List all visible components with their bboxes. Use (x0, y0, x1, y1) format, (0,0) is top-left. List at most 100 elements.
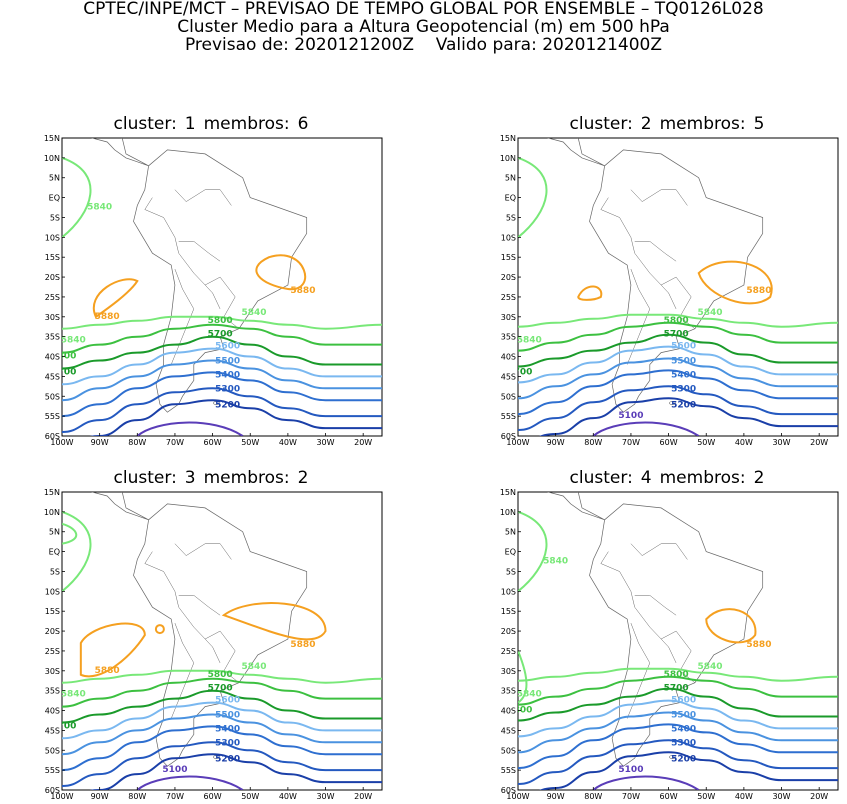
contour-5880-west (92, 278, 139, 319)
lat-tick-label: 5S (506, 213, 516, 222)
contour-label: 5840 (241, 662, 266, 672)
country-border (204, 638, 221, 664)
lat-tick-label: EQ (505, 548, 516, 557)
contour-5100 (592, 421, 700, 436)
lat-tick-label: 50S (45, 746, 60, 755)
contour-label: 5800 (51, 352, 76, 362)
lat-tick-label: 25S (45, 647, 60, 656)
lat-tick-label: 30S (501, 313, 516, 322)
lat-tick-label: 15N (500, 488, 516, 497)
country-border (170, 623, 195, 719)
contour-5700 (62, 689, 382, 724)
contour-5600 (518, 345, 838, 384)
contour-5300 (518, 385, 838, 431)
contour-label: 5300 (671, 384, 696, 394)
lat-tick-label: 5N (49, 528, 60, 537)
contour-label: 5400 (671, 725, 696, 735)
lon-tick-label: 80W (584, 792, 602, 801)
lat-tick-label: 60S (501, 786, 516, 795)
contour-label: 5700 (664, 684, 689, 694)
lat-tick-label: 45S (501, 726, 516, 735)
contour-label: 5200 (671, 754, 696, 764)
lat-tick-label: 40S (501, 353, 516, 362)
contour-label: 5300 (215, 384, 240, 394)
lon-tick-label: 50W (241, 792, 259, 801)
lon-tick-label: 30W (772, 792, 790, 801)
contour-label: 5840 (61, 690, 86, 700)
map-frame (61, 137, 383, 437)
lat-tick-label: 5S (506, 567, 516, 576)
contour-label: 5800 (208, 670, 233, 680)
membros-count: 6 (297, 114, 309, 134)
lon-tick-label: 60W (204, 438, 222, 447)
header-title: CPTEC/INPE/MCT – PREVISAO DE TEMPO GLOBA… (83, 0, 764, 19)
contour-5840 (62, 669, 382, 684)
contour-5500 (62, 359, 382, 402)
lon-tick-label: 40W (279, 438, 297, 447)
central-america-coastline (547, 138, 605, 167)
valid-label: Valido para: (435, 35, 537, 55)
forecast-label: Previsao de: (184, 35, 289, 55)
country-border (144, 551, 164, 572)
panel-title: cluster: 1 membros: 6 (46, 114, 376, 134)
lat-tick-label: 5S (50, 567, 60, 576)
lat-tick-label: 55S (45, 766, 60, 775)
contour-label: 5600 (215, 696, 240, 706)
lat-tick-label: EQ (49, 548, 60, 557)
valid-date: 2020121400Z (542, 35, 663, 55)
contour-5880-east (255, 254, 307, 290)
contour-label: 5840 (543, 557, 568, 567)
lat-tick-label: 30S (45, 667, 60, 676)
lat-tick-label: 10S (45, 587, 60, 596)
country-border (170, 269, 195, 365)
lon-tick-label: 40W (279, 792, 297, 801)
lon-tick-label: 90W (91, 792, 109, 801)
header-subtitle: Cluster Medio para a Altura Geopotencial… (177, 17, 670, 37)
lon-tick-label: 70W (622, 792, 640, 801)
contour-5800 (518, 321, 838, 352)
country-border (634, 595, 677, 616)
contour-label: 5600 (671, 696, 696, 706)
country-border (600, 551, 620, 572)
map-plot: 5840 5840 5840 5880 5800 5800 5700 5600 5500 5400… (500, 488, 839, 801)
lat-tick-label: 5S (50, 213, 60, 222)
contour-5100 (136, 775, 244, 790)
lon-tick-label: 30W (772, 438, 790, 447)
lat-tick-label: 10S (45, 233, 60, 242)
contour-5840-northwest (518, 510, 548, 593)
lon-tick-label: 30W (316, 792, 334, 801)
lon-tick-label: 20W (354, 792, 372, 801)
lat-tick-label: 50S (501, 392, 516, 401)
lat-tick-label: 25S (501, 293, 516, 302)
contour-5840-west (518, 650, 528, 704)
country-border (178, 241, 221, 262)
country-border (600, 197, 620, 218)
lat-tick-label: 25S (501, 647, 516, 656)
country-border (619, 571, 696, 683)
contour-5100 (592, 775, 700, 790)
country-border (178, 595, 221, 616)
country-border (174, 543, 232, 560)
central-america-coastline (91, 138, 149, 167)
country-border (660, 638, 677, 664)
lon-tick-label: 40W (735, 438, 753, 447)
lat-tick-label: 50S (501, 746, 516, 755)
contour-5840-northwest (518, 156, 548, 239)
lat-tick-label: 40S (45, 707, 60, 716)
contour-5840-northwest (62, 156, 92, 239)
country-border (204, 284, 221, 310)
contour-5200 (89, 753, 382, 790)
contour-5600 (62, 701, 382, 740)
lat-tick-label: 20S (501, 273, 516, 282)
contour-label: 5800 (208, 316, 233, 326)
membros-count: 5 (753, 114, 765, 134)
contour-label: 5880 (746, 640, 771, 650)
contour-label: 5840 (697, 662, 722, 672)
country-border (630, 189, 688, 206)
lon-tick-label: 60W (660, 792, 678, 801)
map-content: 5840 5840 5840 5880 5880 5800 5800 5700 5700 5600… (51, 138, 382, 436)
lon-tick-label: 60W (204, 792, 222, 801)
lon-tick-label: 100W (50, 438, 73, 447)
lat-tick-label: 15S (45, 607, 60, 616)
lat-tick-label: 55S (501, 766, 516, 775)
